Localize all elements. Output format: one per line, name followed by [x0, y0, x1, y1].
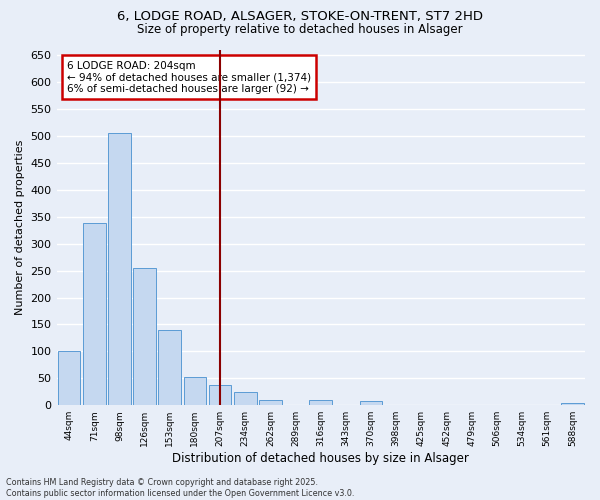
- Bar: [58, 352, 80, 405]
- Bar: [259, 400, 282, 405]
- Text: 6, LODGE ROAD, ALSAGER, STOKE-ON-TRENT, ST7 2HD: 6, LODGE ROAD, ALSAGER, STOKE-ON-TRENT, …: [117, 10, 483, 23]
- Y-axis label: Number of detached properties: Number of detached properties: [15, 140, 25, 316]
- Bar: [184, 376, 206, 405]
- Bar: [158, 330, 181, 405]
- Bar: [310, 400, 332, 405]
- Text: Size of property relative to detached houses in Alsager: Size of property relative to detached ho…: [137, 22, 463, 36]
- Bar: [360, 402, 382, 405]
- Bar: [561, 402, 584, 405]
- Bar: [83, 224, 106, 405]
- Bar: [234, 392, 257, 405]
- Bar: [108, 134, 131, 405]
- Bar: [133, 268, 156, 405]
- Bar: [209, 386, 232, 405]
- X-axis label: Distribution of detached houses by size in Alsager: Distribution of detached houses by size …: [172, 452, 469, 465]
- Text: Contains HM Land Registry data © Crown copyright and database right 2025.
Contai: Contains HM Land Registry data © Crown c…: [6, 478, 355, 498]
- Text: 6 LODGE ROAD: 204sqm
← 94% of detached houses are smaller (1,374)
6% of semi-det: 6 LODGE ROAD: 204sqm ← 94% of detached h…: [67, 60, 311, 94]
